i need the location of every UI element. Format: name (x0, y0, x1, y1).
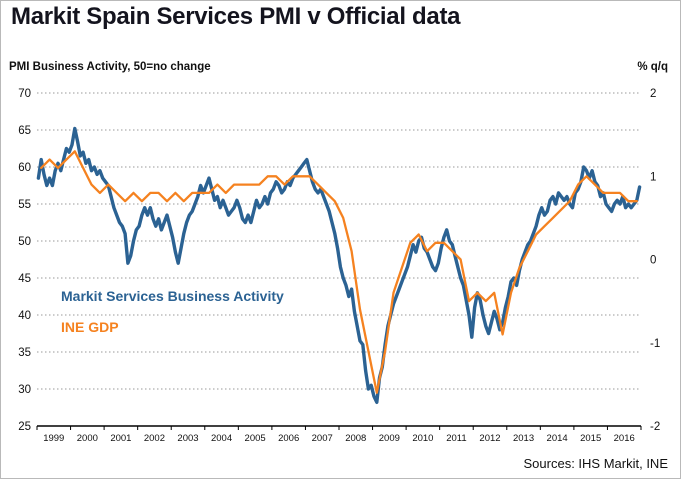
x-axis-tick-label: 2004 (211, 433, 232, 444)
right-axis-tick-label: -2 (650, 421, 660, 433)
x-axis-tick-label: 2002 (144, 433, 165, 444)
x-axis-tick-label: 2011 (446, 433, 466, 444)
x-axis-tick-label: 1999 (43, 433, 64, 444)
series-label-pmi: Markit Services Business Activity (61, 288, 284, 304)
x-axis-tick-label: 2005 (245, 433, 266, 444)
left-axis-tick-label: 70 (18, 88, 31, 100)
left-axis-tick-label: 40 (18, 310, 31, 322)
right-axis-tick-label: -1 (650, 338, 660, 350)
left-axis-tick-label: 45 (18, 273, 31, 285)
x-axis-tick-label: 2010 (412, 433, 433, 444)
x-axis-tick-label: 2007 (312, 433, 333, 444)
gdp-line (40, 150, 638, 394)
line-chart: 25 30 35 40 45 50 55 60 65 70 -2 -1 0 1 2 1999 2000 2001 2… (18, 88, 660, 444)
left-axis-tick-label: 25 (18, 421, 31, 433)
x-axis-tick-label: 2014 (547, 433, 568, 444)
left-axis-tick-label: 55 (18, 199, 31, 211)
x-axis-tick-label: 2015 (580, 433, 601, 444)
x-axis-tick-label: 2000 (77, 433, 98, 444)
left-axis-tick-label: 50 (18, 236, 31, 248)
right-axis-tick-label: 1 (650, 171, 656, 183)
x-axis-tick-label: 2013 (513, 433, 534, 444)
x-axis-tick-label: 2003 (177, 433, 198, 444)
left-axis-tick-label: 65 (18, 125, 31, 137)
x-axis-tick-label: 2006 (278, 433, 299, 444)
chart-title: Markit Spain Services PMI v Official dat… (11, 3, 461, 30)
left-axis-tick-label: 35 (18, 347, 31, 359)
x-axis-tick-label: 2001 (110, 433, 131, 444)
right-axis-tick-label: 0 (650, 255, 656, 267)
x-axis-tick-label: 2012 (479, 433, 500, 444)
x-axis-tick-label: 2008 (345, 433, 366, 444)
left-axis-tick-label: 30 (18, 384, 31, 396)
source-note: Sources: IHS Markit, INE (523, 456, 668, 471)
left-axis-title: PMI Business Activity, 50=no change (9, 61, 211, 73)
left-axis-tick-label: 60 (18, 162, 31, 174)
series-label-gdp: INE GDP (61, 319, 119, 335)
right-axis-tick-label: 2 (650, 88, 656, 100)
pmi-line (36, 126, 642, 404)
x-axis-tick-label: 2016 (614, 433, 635, 444)
x-axis-tick-label: 2009 (379, 433, 400, 444)
right-axis-title: % q/q (637, 61, 668, 73)
